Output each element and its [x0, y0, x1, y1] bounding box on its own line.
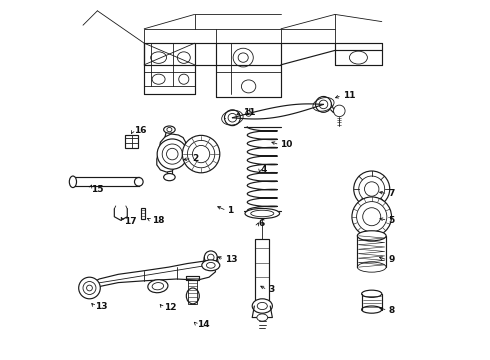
Ellipse shape [69, 176, 76, 188]
Text: 18: 18 [152, 216, 164, 225]
Text: 1: 1 [227, 206, 234, 215]
Text: 10: 10 [280, 140, 293, 149]
Text: 4: 4 [261, 165, 267, 174]
Ellipse shape [362, 306, 382, 313]
Ellipse shape [79, 277, 100, 299]
Ellipse shape [362, 290, 382, 297]
Ellipse shape [245, 208, 280, 219]
Ellipse shape [357, 262, 386, 272]
Polygon shape [157, 134, 195, 172]
Ellipse shape [186, 288, 199, 304]
Ellipse shape [202, 260, 220, 271]
Text: 7: 7 [388, 189, 394, 198]
Ellipse shape [164, 174, 175, 181]
Ellipse shape [354, 171, 390, 207]
Bar [255, 239, 270, 303]
Bar [141, 208, 145, 219]
Text: 5: 5 [388, 216, 394, 225]
Text: 8: 8 [388, 306, 394, 315]
Text: 11: 11 [243, 108, 255, 117]
Text: 16: 16 [134, 126, 146, 135]
Ellipse shape [164, 126, 175, 133]
Text: 9: 9 [388, 256, 394, 264]
Text: 15: 15 [91, 184, 103, 194]
Ellipse shape [357, 231, 386, 241]
Ellipse shape [134, 177, 143, 186]
Text: 17: 17 [124, 217, 137, 226]
Text: 3: 3 [268, 285, 274, 294]
Ellipse shape [352, 197, 392, 237]
Text: 11: 11 [343, 91, 355, 100]
Text: 13: 13 [95, 302, 108, 311]
Ellipse shape [252, 299, 272, 313]
Bar [125, 135, 138, 148]
Ellipse shape [148, 280, 168, 293]
Text: 12: 12 [164, 303, 176, 312]
Text: 6: 6 [259, 219, 265, 228]
Ellipse shape [157, 139, 187, 169]
Ellipse shape [204, 251, 217, 264]
Text: 14: 14 [197, 320, 210, 329]
Ellipse shape [257, 314, 268, 321]
Ellipse shape [182, 135, 220, 173]
Text: 13: 13 [225, 255, 237, 264]
Polygon shape [90, 261, 216, 292]
Text: 2: 2 [193, 154, 198, 163]
